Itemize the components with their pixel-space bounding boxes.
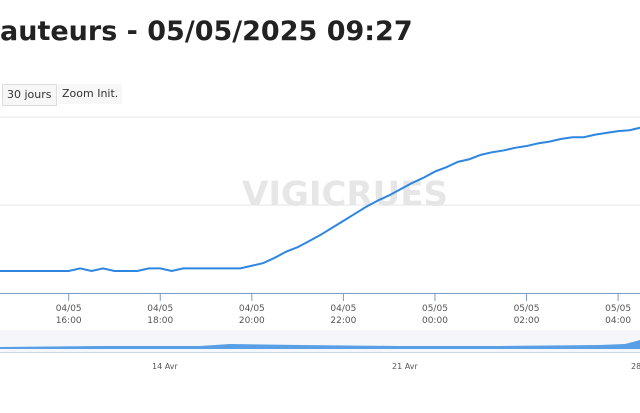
line-series (0, 126, 640, 273)
x-tick-label: 04/05 20:00 (238, 304, 265, 326)
chart-title: auteurs - 05/05/2025 09:27 (0, 16, 413, 47)
zoom-button[interactable]: Zoom Init. (58, 84, 123, 104)
navigator-label: 14 Avr (152, 362, 178, 371)
range-button[interactable]: 30 jours (2, 84, 57, 106)
x-tick-label: 04/05 22:00 (330, 304, 357, 326)
x-tick-label: 05/05 04:00 (605, 304, 632, 326)
navigator-label: 21 Avr (392, 362, 418, 371)
x-tick-label: 05/05 00:00 (421, 304, 448, 326)
navigator-series (0, 340, 640, 349)
x-tick-label: 05/05 02:00 (513, 304, 540, 326)
navigator-label: 28 (631, 362, 640, 371)
x-tick-label: 04/05 18:00 (147, 304, 174, 326)
x-tick-label: 04/05 16:00 (55, 304, 82, 326)
